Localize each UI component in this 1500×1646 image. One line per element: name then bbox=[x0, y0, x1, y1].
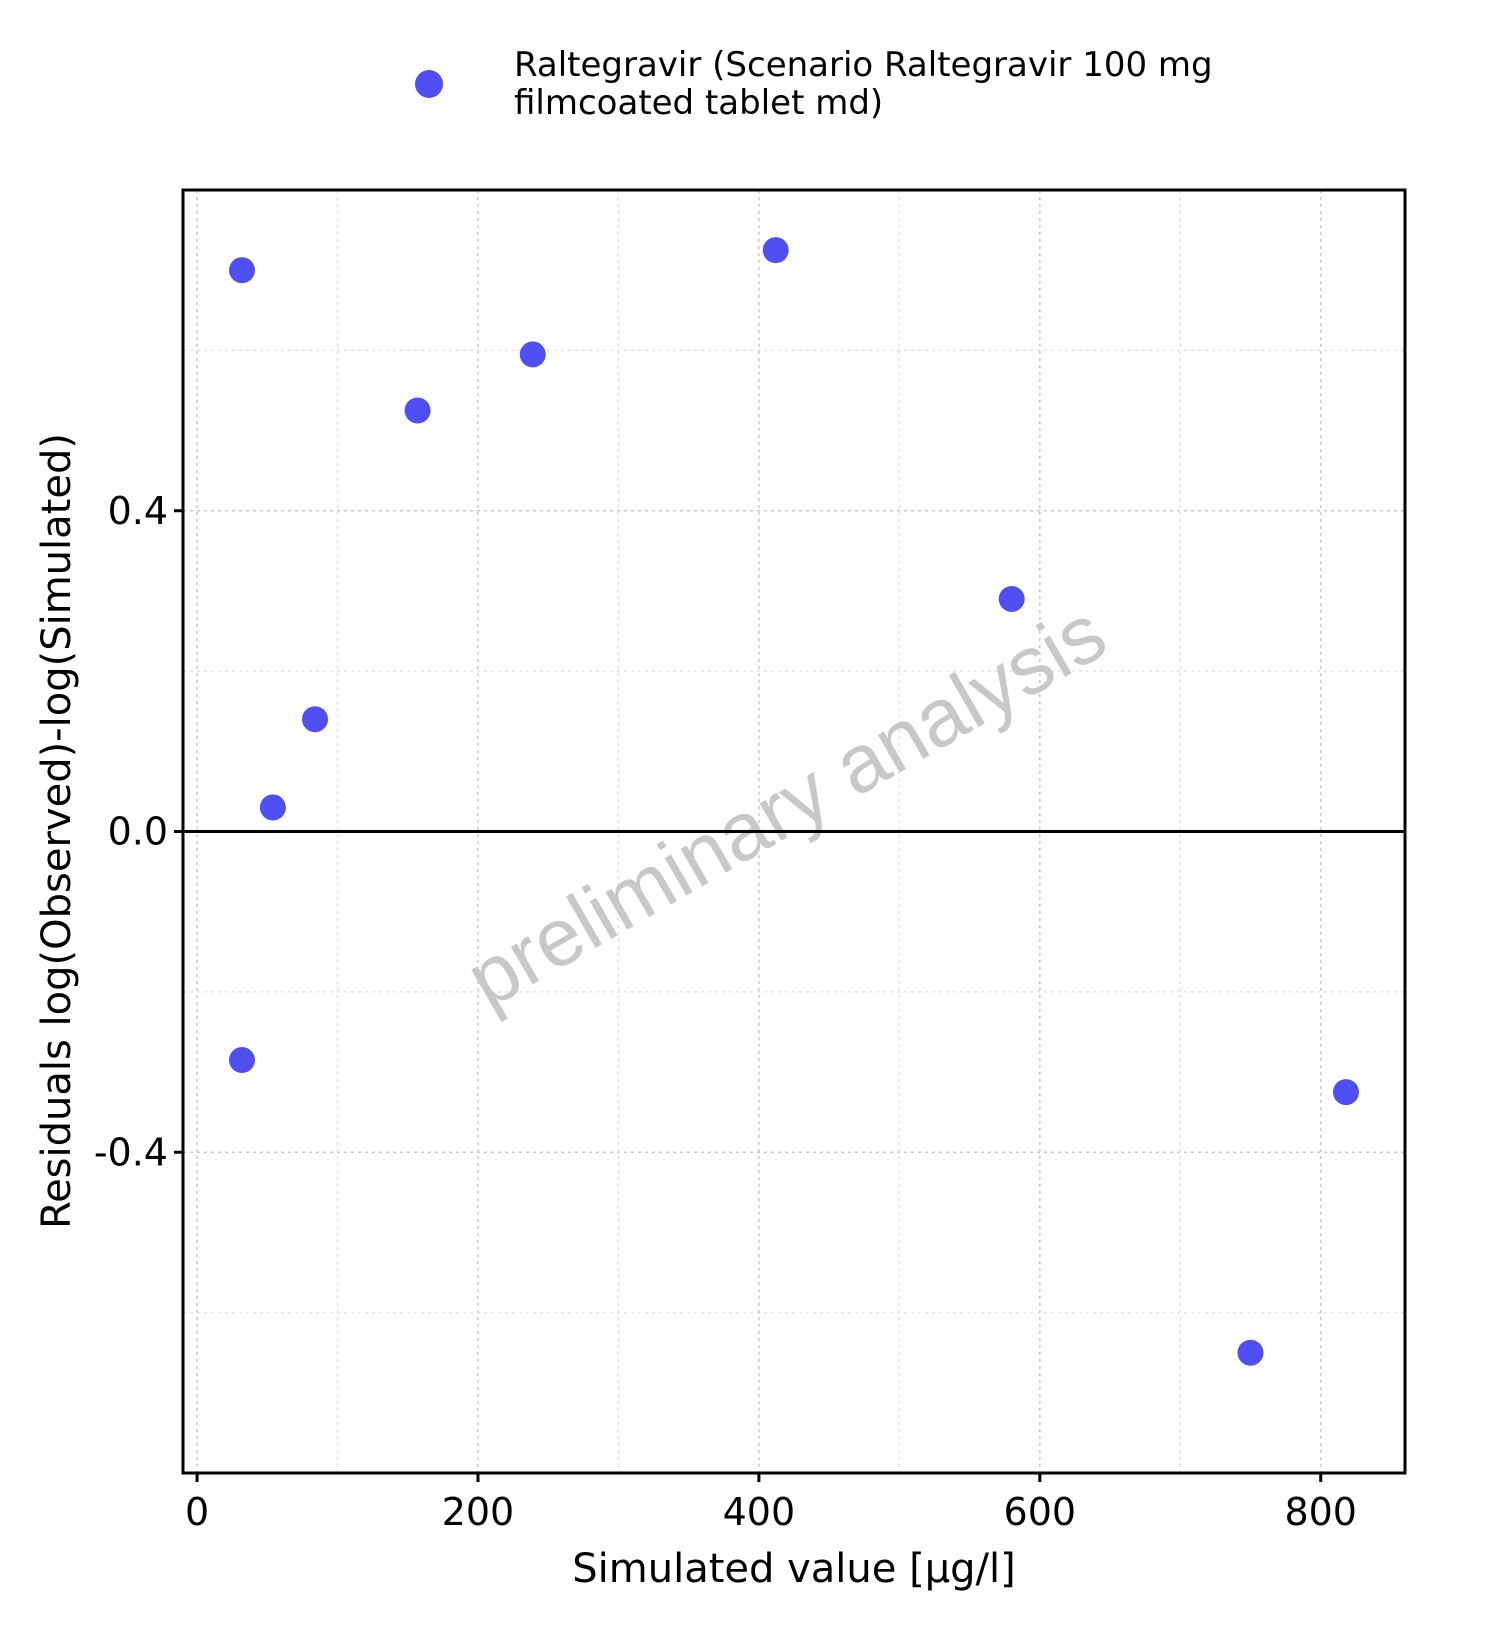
data-point bbox=[228, 1047, 255, 1074]
grid-lines bbox=[183, 190, 1405, 1473]
x-tick-label: 200 bbox=[442, 1490, 515, 1534]
data-point bbox=[519, 341, 546, 368]
legend-label-line-1: Raltegravir (Scenario Raltegravir 100 mg bbox=[514, 45, 1213, 85]
y-axis-title: Residuals log(Observed)-log(Simulated) bbox=[34, 433, 80, 1229]
legend: Raltegravir (Scenario Raltegravir 100 mg… bbox=[415, 45, 1213, 123]
data-point bbox=[228, 257, 255, 284]
x-axis-title: Simulated value [µg/l] bbox=[572, 1546, 1015, 1592]
y-tick-label: 0.0 bbox=[108, 810, 168, 854]
x-tick-label: 600 bbox=[1004, 1490, 1077, 1534]
legend-label-line-2: filmcoated tablet md) bbox=[514, 83, 883, 123]
data-point bbox=[998, 585, 1025, 612]
x-tick-label: 400 bbox=[723, 1490, 796, 1534]
y-tick-label: 0.4 bbox=[108, 489, 168, 533]
x-axis-ticks: 0 200 400 600 800 bbox=[185, 1473, 1357, 1534]
y-tick-label: -0.4 bbox=[94, 1130, 168, 1174]
data-points bbox=[228, 237, 1360, 1366]
data-point bbox=[1237, 1339, 1264, 1366]
x-tick-label: 0 bbox=[185, 1490, 209, 1534]
y-axis-ticks: -0.4 0.0 0.4 bbox=[94, 489, 183, 1174]
data-point bbox=[404, 397, 431, 424]
data-point bbox=[302, 706, 329, 733]
legend-marker bbox=[415, 70, 443, 98]
data-point bbox=[762, 237, 789, 264]
data-point bbox=[1333, 1079, 1360, 1106]
data-point bbox=[259, 794, 286, 821]
x-tick-label: 800 bbox=[1284, 1490, 1357, 1534]
